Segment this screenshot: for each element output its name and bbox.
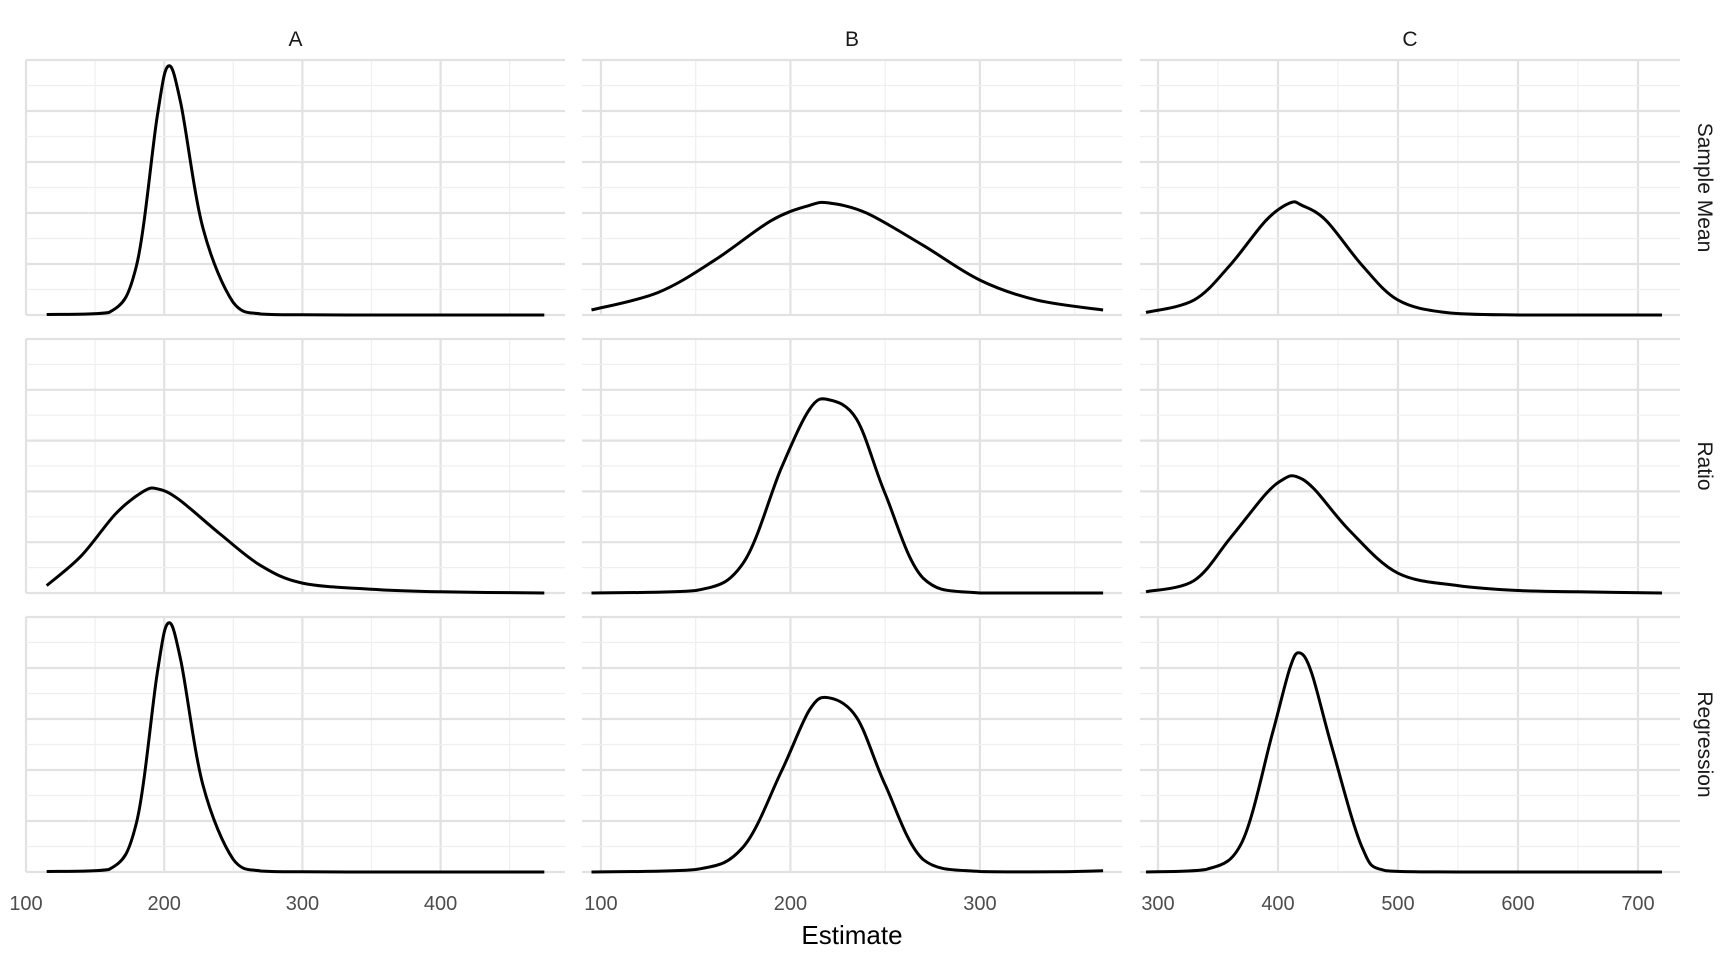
x-tick-label-a: 300 xyxy=(286,893,319,915)
row-strip-label-ratio: Ratio xyxy=(1693,441,1716,490)
density-curve-c-ratio xyxy=(1145,474,1663,595)
x-tick-label-a: 100 xyxy=(9,893,42,915)
row-strip-label-regression: Regression xyxy=(1693,691,1716,797)
density-curve-b-ratio xyxy=(591,397,1104,595)
x-tick-label-c: 600 xyxy=(1501,893,1534,915)
strip-labels-layer: A B C Sample Mean Ratio Regression xyxy=(288,28,1716,798)
x-tick-label-a: 200 xyxy=(148,893,181,915)
x-axis-title: Estimate xyxy=(801,920,902,950)
density-curve-c-sample-mean xyxy=(1145,200,1662,317)
density-curve-b-sample-mean xyxy=(591,200,1104,312)
row-strip-label-sample-mean: Sample Mean xyxy=(1693,123,1716,253)
x-tick-label-c: 500 xyxy=(1381,893,1414,915)
x-tick-label-b: 200 xyxy=(774,893,807,915)
x-tick-label-c: 400 xyxy=(1261,893,1294,915)
column-strip-label-c: C xyxy=(1402,28,1417,51)
x-tick-label-b: 300 xyxy=(963,893,996,915)
density-curve-a-regression xyxy=(46,621,545,874)
tick-labels-layer: 100 200 300 400 100 200 300 300 400 500 600 700 xyxy=(9,893,1654,915)
density-curve-a-ratio xyxy=(45,486,545,595)
density-curve-b-regression xyxy=(591,695,1104,874)
column-strip-label-b: B xyxy=(845,28,859,51)
grid-layer xyxy=(24,58,1680,874)
density-curve-c-regression xyxy=(1145,651,1662,874)
x-tick-label-c: 700 xyxy=(1621,893,1654,915)
curves-layer xyxy=(45,64,1663,874)
x-tick-label-c: 300 xyxy=(1141,893,1174,915)
density-curve-a-sample-mean xyxy=(46,64,545,317)
x-tick-label-a: 400 xyxy=(424,893,457,915)
x-tick-label-b: 100 xyxy=(584,893,617,915)
column-strip-label-a: A xyxy=(288,28,302,51)
